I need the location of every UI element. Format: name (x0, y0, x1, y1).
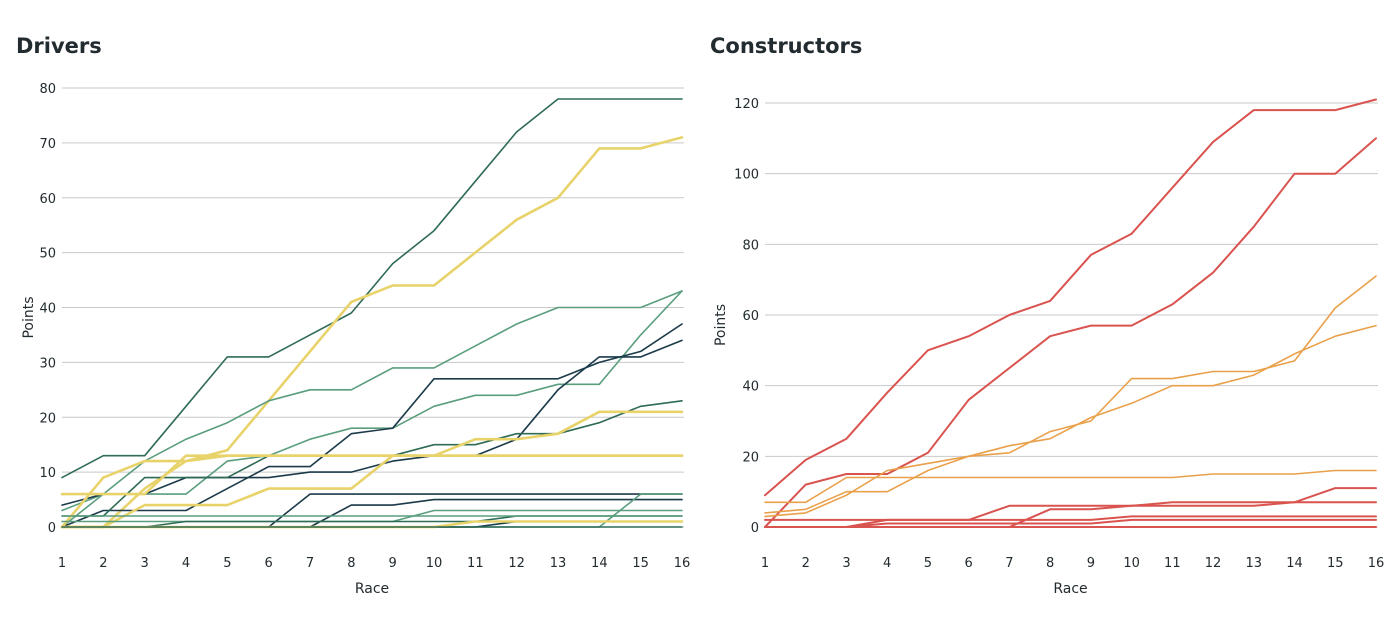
constructors-ytick-label: 20 (742, 450, 759, 465)
constructors-series-line-2 (764, 137, 1377, 528)
drivers-xtick-label: 13 (550, 556, 567, 571)
constructors-xtick-label: 2 (802, 556, 810, 571)
constructors-xtick-label: 4 (883, 556, 891, 571)
drivers-xtick-label: 3 (141, 556, 149, 571)
constructors-ytick-label: 120 (734, 97, 759, 112)
constructors-xtick-label: 16 (1368, 556, 1385, 571)
constructors-y-axis-label: Points (713, 304, 729, 346)
constructors-xtick-label: 6 (965, 556, 973, 571)
constructors-ytick-label: 80 (742, 238, 759, 253)
drivers-xtick-label: 11 (467, 556, 484, 571)
drivers-xtick-label: 16 (674, 556, 691, 571)
drivers-xtick-label: 4 (182, 556, 190, 571)
constructors-series-line-5 (764, 469, 1377, 504)
drivers-xtick-label: 12 (508, 556, 525, 571)
constructors-series-line-9 (764, 518, 1377, 528)
drivers-xtick-label: 2 (99, 556, 107, 571)
constructors-xtick-label: 1 (761, 556, 769, 571)
constructors-xtick-label: 3 (842, 556, 850, 571)
drivers-ytick-label: 80 (39, 82, 56, 97)
drivers-series-line-1 (61, 98, 683, 479)
drivers-xtick-label: 7 (306, 556, 314, 571)
constructors-xtick-label: 10 (1123, 556, 1140, 571)
drivers-ytick-label: 60 (39, 192, 56, 207)
constructors-xtick-label: 15 (1327, 556, 1344, 571)
constructors-xtick-label: 8 (1046, 556, 1054, 571)
drivers-chart-title: Drivers (16, 34, 102, 58)
constructors-xtick-label: 5 (924, 556, 932, 571)
drivers-series-line-5 (61, 323, 683, 528)
drivers-ytick-label: 0 (48, 521, 56, 536)
drivers-xtick-label: 6 (265, 556, 273, 571)
drivers-ytick-label: 10 (39, 466, 56, 481)
constructors-series-line-8 (764, 515, 1377, 521)
constructors-chart-title: Constructors (710, 34, 863, 58)
drivers-xtick-label: 9 (389, 556, 397, 571)
drivers-ytick-label: 30 (39, 356, 56, 371)
constructors-series-line-4 (764, 324, 1377, 518)
drivers-xtick-label: 14 (591, 556, 608, 571)
drivers-series-line-6 (61, 339, 683, 506)
constructors-x-axis-label: Race (1053, 581, 1087, 597)
drivers-y-axis-label: Points (21, 296, 37, 338)
drivers-ytick-label: 70 (39, 137, 56, 152)
constructors-ytick-label: 100 (734, 168, 759, 183)
drivers-series-line-3 (61, 290, 683, 528)
constructors-series-line-3 (764, 275, 1377, 514)
drivers-xtick-label: 8 (347, 556, 355, 571)
constructors-xtick-label: 13 (1246, 556, 1263, 571)
drivers-series-line-4 (61, 290, 683, 512)
constructors-ytick-label: 60 (742, 309, 759, 324)
drivers-ytick-label: 40 (39, 302, 56, 317)
constructors-series-line-1 (764, 98, 1377, 497)
drivers-xtick-label: 5 (223, 556, 231, 571)
drivers-xtick-label: 10 (426, 556, 443, 571)
drivers-xtick-label: 1 (58, 556, 66, 571)
drivers-ytick-label: 50 (39, 247, 56, 262)
constructors-series-line-6 (764, 487, 1377, 528)
constructors-xtick-label: 11 (1164, 556, 1181, 571)
constructors-xtick-label: 14 (1286, 556, 1303, 571)
drivers-ytick-label: 20 (39, 411, 56, 426)
drivers-x-axis-label: Race (355, 581, 389, 597)
constructors-ytick-label: 40 (742, 380, 759, 395)
constructors-ytick-label: 0 (751, 521, 759, 536)
constructors-xtick-label: 12 (1205, 556, 1222, 571)
drivers-series-line-17 (60, 520, 684, 529)
drivers-series-line-10 (60, 454, 684, 529)
constructors-xtick-label: 9 (1087, 556, 1095, 571)
constructors-xtick-label: 7 (1005, 556, 1013, 571)
drivers-series-line-2 (60, 136, 684, 529)
drivers-series-line-12 (61, 498, 683, 528)
drivers-xtick-label: 15 (632, 556, 649, 571)
